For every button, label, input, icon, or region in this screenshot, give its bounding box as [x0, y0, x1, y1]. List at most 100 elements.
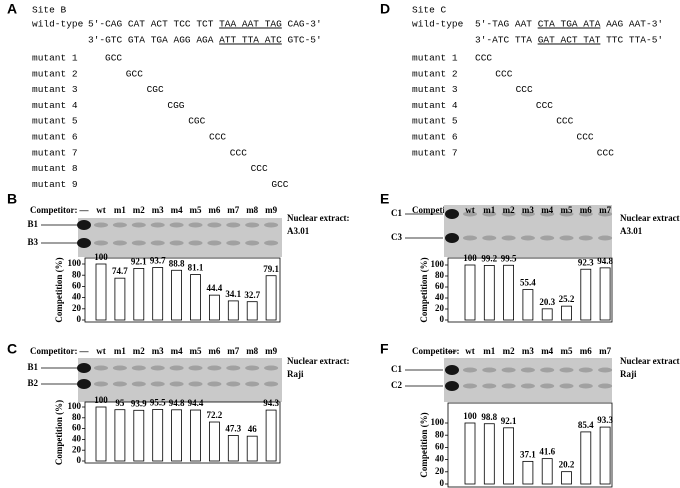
- gel-band: [520, 211, 535, 217]
- bar: [483, 265, 495, 321]
- strand-segment: AAG AAT-3′: [606, 19, 663, 30]
- mutant-sequence: CCC: [495, 68, 512, 79]
- value-label: 20.3: [539, 297, 555, 307]
- gel-band: [559, 367, 574, 373]
- lane-label: m2: [133, 205, 145, 215]
- lane-label: m1: [114, 346, 126, 356]
- value-label: 93.9: [131, 398, 147, 408]
- lane-label: m3: [152, 346, 164, 356]
- y-tick-label: 80: [435, 429, 445, 439]
- value-label: 92.1: [501, 416, 517, 426]
- control-lane-label: —: [447, 346, 458, 356]
- gel-band: [169, 381, 184, 387]
- mutant-sequence: CCC: [556, 116, 573, 127]
- y-tick-label: 0: [77, 314, 82, 324]
- lane-label: m6: [580, 205, 592, 215]
- gel-band: [578, 211, 593, 217]
- mutant-name: mutant 7: [412, 147, 458, 158]
- lane-label: wt: [465, 346, 475, 356]
- bar: [190, 274, 201, 321]
- gel-band: [150, 381, 165, 387]
- bar: [171, 409, 183, 462]
- mutant-name: mutant 5: [32, 116, 78, 127]
- mutant-sequence: CCC: [577, 132, 594, 143]
- mutant-name: mutant 1: [32, 53, 78, 64]
- mutant-sequence: CGC: [188, 116, 205, 127]
- value-label: 25.2: [559, 294, 575, 304]
- y-tick-label: 60: [72, 423, 82, 433]
- y-tick-label: 0: [440, 478, 445, 488]
- y-tick-label: 0: [440, 314, 445, 324]
- panel-letter: A: [7, 1, 17, 17]
- competitor-label: Competitor:: [30, 346, 77, 356]
- lane-label: m3: [152, 205, 164, 215]
- lane-label: m7: [227, 346, 239, 356]
- value-label: 32.7: [244, 290, 260, 300]
- y-tick-label: 20: [72, 444, 82, 454]
- bar: [561, 305, 572, 321]
- strand-segment: TTC TTA-5′: [606, 35, 663, 46]
- bar: [483, 423, 495, 485]
- lane-label: m8: [246, 205, 258, 215]
- mutant-sequence: CCC: [536, 100, 553, 111]
- lane-label: m5: [190, 346, 202, 356]
- gel-band: [150, 365, 165, 371]
- y-tick-label: 80: [435, 270, 445, 280]
- value-label: 79.1: [263, 264, 279, 274]
- mutant-sequence: GCC: [126, 68, 143, 79]
- lane-label: m4: [541, 346, 553, 356]
- bar: [580, 431, 592, 485]
- gel-band: [245, 222, 260, 228]
- gel-band: [169, 240, 184, 246]
- value-label: 46: [248, 424, 258, 434]
- y-tick-label: 40: [435, 292, 445, 302]
- strand-segment: CAG-3′: [288, 19, 322, 30]
- mutant-name: mutant 3: [32, 84, 78, 95]
- value-label: 95.5: [150, 397, 166, 407]
- gel-band: [598, 235, 613, 241]
- lane-label: m3: [522, 346, 534, 356]
- gel-band: [482, 235, 497, 241]
- bar: [114, 277, 126, 321]
- bar: [152, 267, 164, 321]
- cell-line-label: A3.01: [287, 226, 310, 236]
- y-tick-label: 20: [72, 303, 82, 313]
- gel-band: [94, 381, 108, 387]
- gel-band: [540, 235, 555, 241]
- lane-label: m4: [171, 205, 183, 215]
- y-axis-label: Competition (%): [419, 412, 429, 477]
- gel-band: [520, 367, 535, 373]
- value-label: 99.5: [501, 253, 517, 263]
- gel-band: [188, 240, 203, 246]
- band-label: C3: [391, 232, 402, 242]
- gel-band: [150, 240, 165, 246]
- plot-frame: [84, 257, 281, 323]
- lane-label: m5: [561, 346, 573, 356]
- bar: [541, 308, 553, 321]
- y-tick-label: 0: [77, 455, 82, 465]
- gel-band: [520, 235, 535, 241]
- gel-band: [169, 222, 184, 228]
- mutant-sequence: CCC: [516, 84, 533, 95]
- gel-band: [77, 363, 91, 373]
- value-label: 94.3: [263, 398, 279, 408]
- gel-band: [112, 222, 127, 228]
- bar: [227, 300, 239, 321]
- competitor-label: Competitor:: [30, 205, 77, 215]
- lane-label: wt: [96, 346, 106, 356]
- y-axis-label: Competition (%): [54, 257, 64, 322]
- bar: [522, 289, 534, 321]
- gel-band: [445, 209, 459, 219]
- gel-band: [482, 211, 497, 217]
- gel-band: [94, 365, 108, 371]
- strand-segment: GTC-5′: [288, 35, 322, 46]
- value-label: 100: [463, 253, 477, 263]
- control-lane-label: —: [79, 346, 90, 356]
- gel-band: [540, 211, 555, 217]
- value-label: 37.1: [520, 449, 536, 459]
- lane-label: m8: [246, 346, 258, 356]
- strand-segment: TAA AAT TAG: [219, 19, 282, 30]
- gel: [444, 358, 612, 402]
- y-tick-label: 80: [72, 412, 82, 422]
- value-label: 99.2: [481, 254, 497, 264]
